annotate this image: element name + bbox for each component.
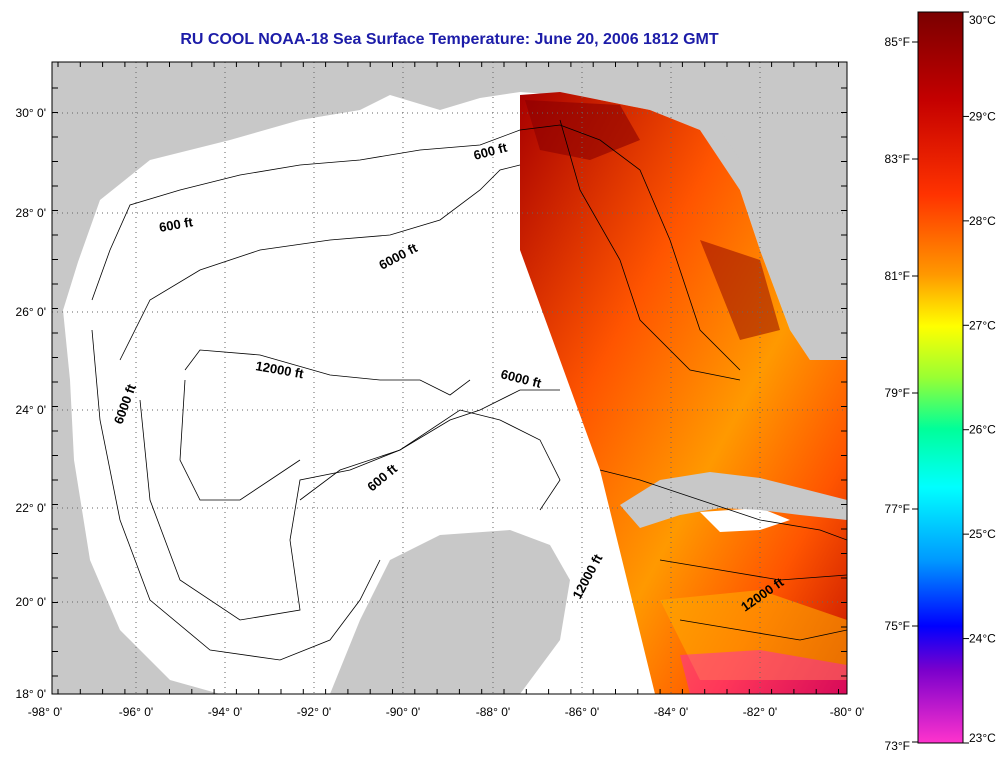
plot-frame	[51, 61, 848, 695]
colorbar-fahrenheit-labels: 85°F 83°F 81°F 79°F 77°F 75°F 73°F	[885, 35, 918, 753]
lon-tick-label: -82° 0'	[743, 705, 777, 719]
colorbar-fahrenheit-label: 85°F	[885, 35, 910, 49]
lat-lon-grid	[52, 62, 847, 694]
bathymetry-contours	[91, 119, 847, 661]
colorbar-gradient	[917, 11, 964, 744]
lon-tick-label: -98° 0'	[28, 705, 62, 719]
colorbar-celsius-label: 30°C	[969, 13, 996, 27]
map-title: RU COOL NOAA-18 Sea Surface Temperature:…	[180, 31, 719, 48]
yucatan-land	[330, 530, 570, 694]
latitude-axis: 30° 0' 28° 0' 26° 0' 24° 0' 22° 0' 20° 0' 18° …	[16, 87, 847, 701]
lon-tick-label: -90° 0'	[386, 705, 420, 719]
sst-swath	[520, 92, 847, 694]
colorbar: 30°C 29°C 28°C 27°C 26°C 25°C 24°C 23°C 85°F 83°…	[885, 11, 996, 753]
lon-tick-label: -94° 0'	[208, 705, 242, 719]
colorbar-fahrenheit-label: 83°F	[885, 152, 910, 166]
lat-tick-label: 28° 0'	[16, 206, 46, 220]
colorbar-celsius-label: 25°C	[969, 527, 996, 541]
colorbar-celsius-label: 26°C	[969, 423, 996, 437]
colorbar-celsius-label: 24°C	[969, 632, 996, 646]
florida-land	[720, 62, 847, 356]
map-area: 600 ft 600 ft 6000 ft 12000 ft 6000 ft 6…	[52, 62, 847, 694]
lon-tick-label: -88° 0'	[476, 705, 510, 719]
lon-tick-label: -86° 0'	[565, 705, 599, 719]
lat-tick-label: 18° 0'	[16, 687, 46, 701]
colorbar-fahrenheit-label: 73°F	[885, 739, 910, 753]
colorbar-fahrenheit-label: 79°F	[885, 386, 910, 400]
lon-tick-label: -92° 0'	[297, 705, 331, 719]
colorbar-celsius-labels: 30°C 29°C 28°C 27°C 26°C 25°C 24°C 23°C	[963, 11, 996, 745]
lon-tick-label: -84° 0'	[654, 705, 688, 719]
colorbar-fahrenheit-label: 81°F	[885, 269, 910, 283]
colorbar-celsius-label: 29°C	[969, 109, 996, 123]
lat-tick-label: 30° 0'	[16, 106, 46, 120]
colorbar-fahrenheit-label: 77°F	[885, 502, 910, 516]
lat-tick-label: 26° 0'	[16, 305, 46, 319]
colorbar-celsius-label: 27°C	[969, 318, 996, 332]
lon-tick-label: -96° 0'	[119, 705, 153, 719]
lon-tick-label: -80° 0'	[830, 705, 864, 719]
colorbar-fahrenheit-label: 75°F	[885, 619, 910, 633]
mexico-land	[52, 300, 220, 694]
colorbar-celsius-label: 23°C	[969, 731, 996, 745]
longitude-axis: -98° 0' -96° 0' -94° 0' -92° 0' -90° 0' -88° …	[28, 62, 864, 719]
lat-tick-label: 20° 0'	[16, 595, 46, 609]
contour-label: 600 ft	[158, 214, 195, 235]
lat-tick-label: 24° 0'	[16, 403, 46, 417]
lat-tick-label: 22° 0'	[16, 501, 46, 515]
colorbar-celsius-label: 28°C	[969, 214, 996, 228]
